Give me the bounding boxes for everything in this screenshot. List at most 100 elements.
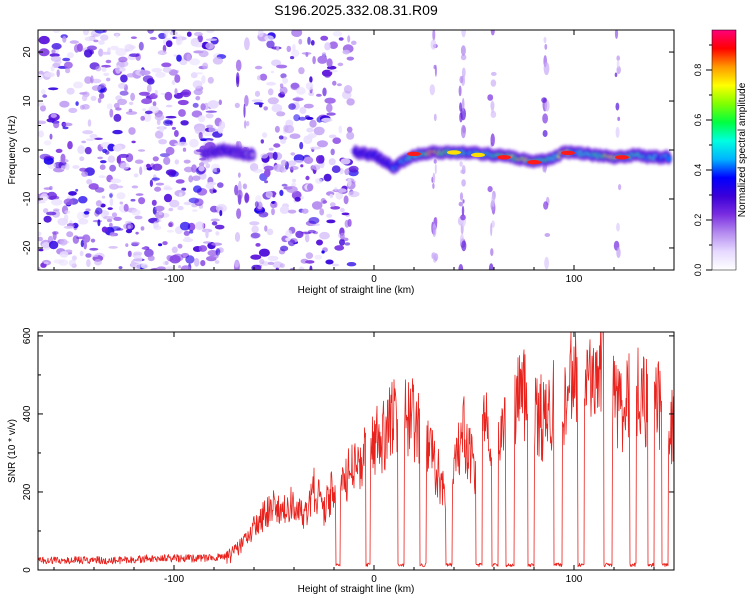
noise-speckle xyxy=(205,163,211,169)
noise-speckle xyxy=(267,97,279,105)
noise-speckle xyxy=(133,173,139,178)
noise-speckle xyxy=(38,102,45,107)
noise-speckle xyxy=(342,49,350,55)
noise-speckle xyxy=(173,54,177,57)
noise-speckle xyxy=(168,222,173,227)
noise-speckle xyxy=(130,198,136,202)
noise-speckle xyxy=(265,190,273,199)
noise-speckle xyxy=(273,143,281,148)
noise-speckle xyxy=(157,50,167,56)
noise-speckle xyxy=(211,221,218,226)
noise-speckle xyxy=(50,65,55,72)
noise-speckle xyxy=(126,73,137,78)
snr-series xyxy=(38,332,674,568)
noise-speckle xyxy=(194,198,204,206)
noise-speckle xyxy=(291,182,297,187)
noise-speckle xyxy=(38,120,47,125)
noise-streak xyxy=(234,102,240,109)
noise-speckle xyxy=(103,211,110,216)
noise-speckle xyxy=(128,127,136,135)
noise-speckle xyxy=(198,115,206,123)
noise-speckle xyxy=(155,182,165,186)
noise-speckle xyxy=(305,233,310,243)
noise-speckle xyxy=(259,73,268,81)
noise-speckle xyxy=(165,169,177,176)
noise-streak xyxy=(458,201,463,207)
noise-speckle xyxy=(64,61,73,69)
noise-speckle xyxy=(62,122,73,127)
noise-speckle xyxy=(131,209,141,216)
noise-speckle xyxy=(180,265,191,270)
noise-speckle xyxy=(76,211,86,221)
noise-speckle xyxy=(215,248,221,256)
noise-speckle xyxy=(171,126,176,130)
noise-speckle xyxy=(162,30,171,34)
noise-speckle xyxy=(249,221,260,226)
noise-speckle xyxy=(274,201,278,208)
noise-speckle xyxy=(311,201,323,210)
noise-speckle xyxy=(351,40,357,45)
noise-streak xyxy=(490,79,497,87)
noise-speckle xyxy=(264,168,271,178)
noise-streak xyxy=(487,94,494,101)
noise-speckle xyxy=(93,39,99,43)
noise-speckle xyxy=(79,104,85,110)
noise-speckle xyxy=(144,248,154,258)
noise-streak xyxy=(432,183,435,189)
noise-speckle xyxy=(205,229,209,239)
noise-speckle xyxy=(104,150,110,155)
noise-speckle xyxy=(63,225,74,229)
noise-speckle xyxy=(46,118,56,123)
noise-speckle xyxy=(98,175,106,179)
noise-speckle xyxy=(306,127,314,133)
noise-speckle xyxy=(179,221,191,231)
noise-streak xyxy=(433,159,437,164)
noise-speckle xyxy=(119,90,129,96)
noise-speckle xyxy=(316,239,323,246)
noise-streak xyxy=(616,247,621,259)
noise-speckle xyxy=(56,69,60,78)
noise-speckle xyxy=(143,113,152,122)
noise-speckle xyxy=(299,141,304,150)
noise-streak xyxy=(617,116,621,121)
noise-speckle xyxy=(53,30,61,34)
noise-streak xyxy=(460,54,467,61)
noise-speckle xyxy=(43,140,52,146)
bottom-x-tick-label: -100 xyxy=(164,574,184,585)
noise-speckle xyxy=(49,195,60,200)
noise-speckle xyxy=(76,43,83,52)
noise-speckle xyxy=(266,228,274,236)
noise-streak xyxy=(615,102,620,111)
noise-speckle xyxy=(94,258,102,266)
noise-speckle xyxy=(338,188,347,193)
snr-line xyxy=(38,332,674,568)
top-y-axis: -20 -10 0 10 20 xyxy=(22,46,674,255)
noise-speckle xyxy=(339,238,345,246)
noise-speckle xyxy=(195,221,205,230)
noise-speckle xyxy=(206,124,214,129)
noise-speckle xyxy=(255,243,261,247)
noise-speckle xyxy=(310,40,315,46)
noise-speckle xyxy=(181,187,187,191)
noise-speckle xyxy=(197,34,203,43)
noise-speckle xyxy=(94,137,103,140)
noise-speckle xyxy=(53,120,60,129)
colorbar-label: Normalized spectral amplitude xyxy=(737,82,748,217)
noise-speckle xyxy=(52,231,57,241)
noise-speckle xyxy=(194,31,203,37)
noise-speckle xyxy=(138,41,144,51)
noise-speckle xyxy=(125,111,138,115)
noise-speckle xyxy=(312,56,316,65)
noise-speckle xyxy=(177,99,189,106)
noise-speckle xyxy=(174,143,179,146)
noise-speckle xyxy=(142,75,154,83)
noise-speckle xyxy=(89,134,98,139)
bottom-x-axis-label: Height of straight line (km) xyxy=(298,584,415,595)
noise-speckle xyxy=(346,126,353,133)
noise-speckle xyxy=(154,130,164,139)
noise-streak xyxy=(433,64,436,70)
noise-speckle xyxy=(109,164,116,172)
noise-speckle xyxy=(287,239,296,247)
noise-speckle xyxy=(254,90,261,97)
noise-speckle xyxy=(66,87,75,95)
